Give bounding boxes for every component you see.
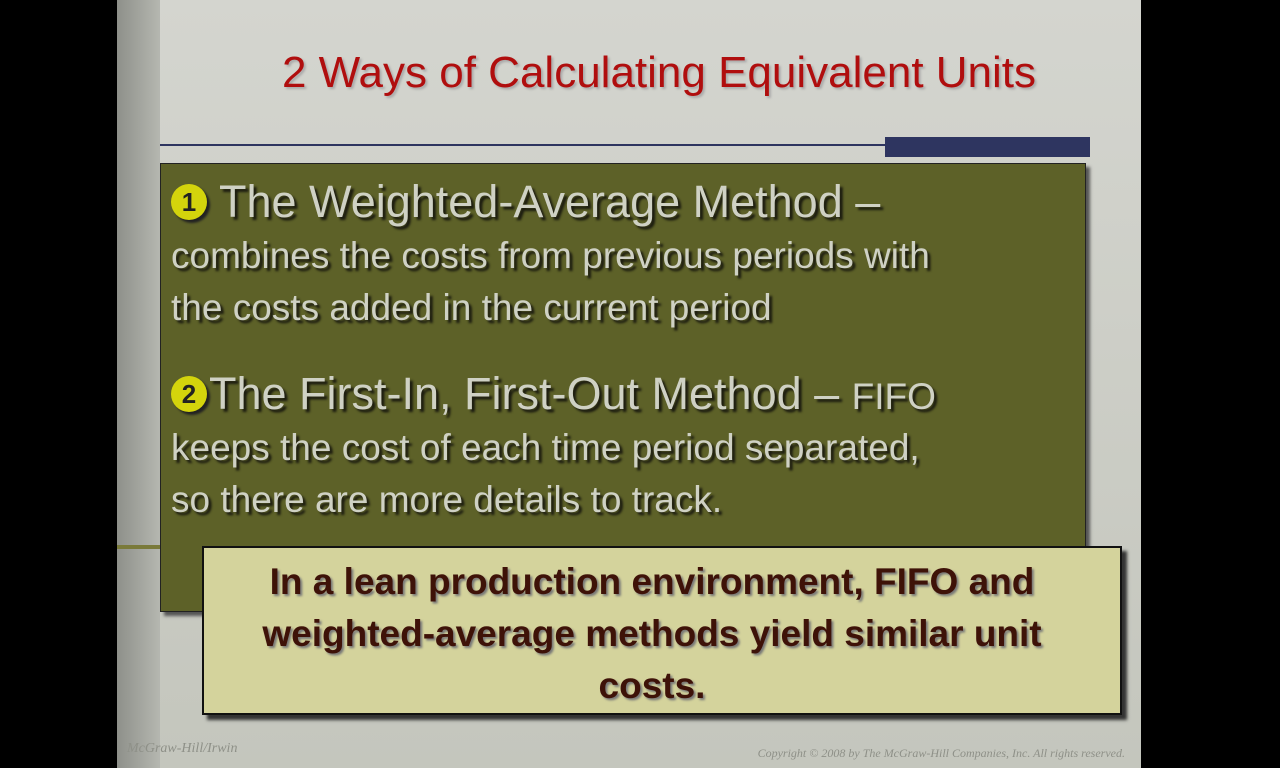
slide-title: 2 Ways of Calculating Equivalent Units bbox=[281, 48, 1037, 97]
method-2-title: The First-In, First-Out Method – bbox=[209, 368, 852, 419]
method-2-heading: 2 The First-In, First-Out Method – FIFO bbox=[171, 368, 936, 420]
number-1-icon: 1 bbox=[171, 184, 207, 220]
publisher-footer: McGraw-Hill/Irwin bbox=[127, 741, 238, 756]
left-strip bbox=[117, 0, 160, 768]
method-2-line-1: keeps the cost of each time period separ… bbox=[171, 427, 920, 468]
method-2-line-2: so there are more details to track. bbox=[171, 479, 723, 520]
strip-divider bbox=[117, 545, 160, 549]
method-1-title: The Weighted-Average Method – bbox=[219, 176, 881, 227]
methods-panel: 1 The Weighted-Average Method – combines … bbox=[160, 163, 1086, 612]
method-1-heading: 1 The Weighted-Average Method – bbox=[171, 176, 880, 228]
accent-bar bbox=[885, 137, 1090, 157]
callout-box: In a lean production environment, FIFO a… bbox=[202, 546, 1122, 715]
copyright-footer: Copyright © 2008 by The McGraw-Hill Comp… bbox=[757, 746, 1125, 760]
method-2-fifo: FIFO bbox=[851, 376, 936, 417]
title-rule bbox=[160, 144, 890, 146]
method-2-desc: keeps the cost of each time period separ… bbox=[171, 422, 920, 526]
method-1-line-2: the costs added in the current period bbox=[171, 287, 772, 328]
method-1-line-1: combines the costs from previous periods… bbox=[171, 235, 930, 276]
slide: 2 Ways of Calculating Equivalent Units 1… bbox=[117, 0, 1141, 768]
number-2-icon: 2 bbox=[171, 376, 207, 412]
method-1-desc: combines the costs from previous periods… bbox=[171, 230, 930, 334]
